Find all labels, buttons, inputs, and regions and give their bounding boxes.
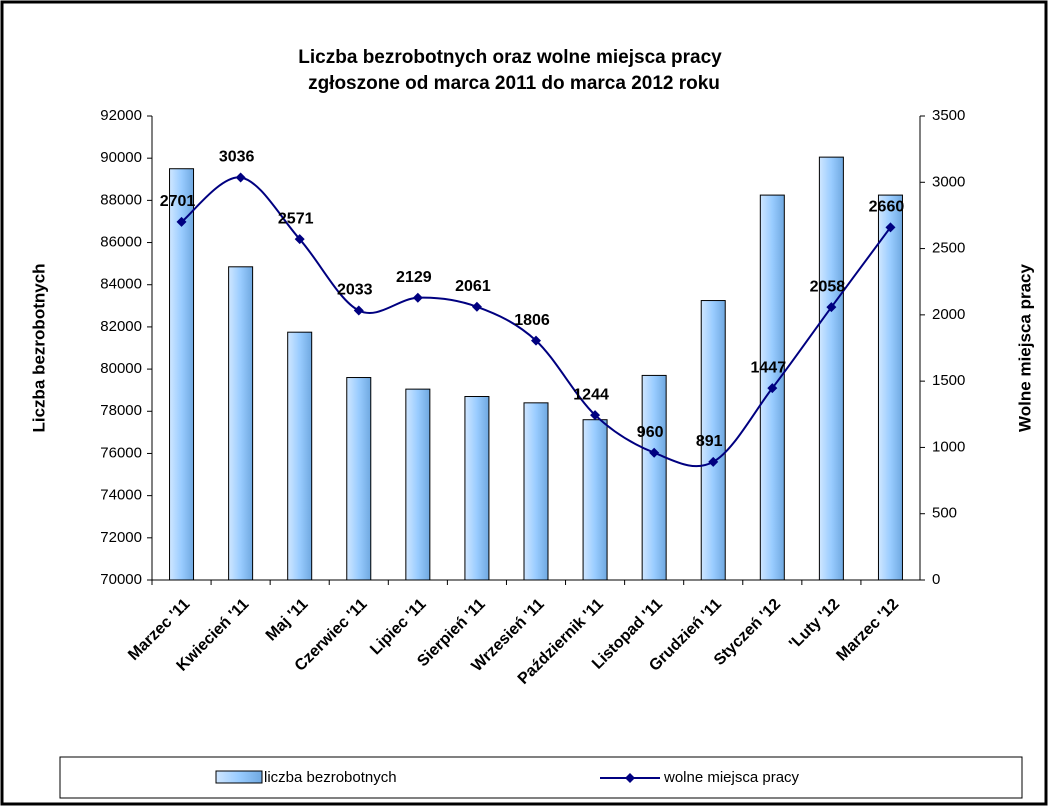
bar	[346, 377, 372, 581]
data-label: 1806	[514, 312, 550, 329]
chart-title: Liczba bezrobotnych oraz wolne miejsca p…	[298, 47, 722, 68]
y2-axis-label: Wolne miejsca pracy	[1015, 264, 1034, 432]
marker	[649, 447, 660, 458]
data-label: 2129	[396, 269, 432, 286]
y-tick-label: 70000	[100, 571, 142, 588]
data-label: 960	[637, 424, 664, 441]
data-label: 2058	[810, 278, 846, 295]
bar	[877, 194, 903, 581]
y2-tick-label: 2000	[932, 306, 965, 323]
y-tick-label: 86000	[100, 234, 142, 251]
bar	[405, 388, 431, 581]
legend	[59, 756, 1023, 799]
bar	[523, 402, 549, 581]
y-tick-label: 92000	[100, 107, 142, 124]
data-label: 2701	[160, 193, 196, 210]
legend-label: wolne miejsca pracy	[663, 769, 800, 786]
data-label: 2571	[278, 210, 314, 227]
y2-tick-label: 1000	[932, 438, 965, 455]
data-label: 2033	[337, 282, 373, 299]
y2-tick-label: 2500	[932, 240, 965, 257]
marker	[590, 410, 601, 421]
bar	[464, 396, 490, 581]
marker	[885, 222, 896, 233]
y-tick-label: 84000	[100, 276, 142, 293]
marker	[412, 292, 423, 303]
data-label: 2061	[455, 278, 491, 295]
marker	[708, 456, 719, 467]
legend-swatch	[625, 773, 635, 783]
marker	[767, 383, 778, 394]
marker	[176, 216, 187, 227]
bar	[818, 156, 844, 581]
y2-tick-label: 3500	[932, 107, 965, 124]
y-tick-label: 72000	[100, 529, 142, 546]
y2-tick-label: 500	[932, 505, 957, 522]
marker	[826, 302, 837, 313]
bar	[169, 168, 195, 581]
marker	[235, 172, 246, 183]
legend-label: liczba bezrobotnych	[264, 769, 397, 786]
y-tick-label: 76000	[100, 444, 142, 461]
marker	[531, 335, 541, 346]
legend-swatch	[215, 770, 263, 784]
y-tick-label: 80000	[100, 360, 142, 377]
bar	[228, 266, 254, 581]
data-label: 891	[696, 433, 723, 450]
chart-title: zgłoszone od marca 2011 do marca 2012 ro…	[308, 73, 720, 94]
bar	[287, 331, 313, 581]
marker	[294, 234, 305, 245]
y-tick-label: 88000	[100, 191, 142, 208]
data-label: 1447	[751, 359, 787, 376]
data-label: 1244	[573, 386, 609, 403]
y-tick-label: 78000	[100, 402, 142, 419]
data-label: 3036	[219, 149, 255, 166]
y-axis-label: Liczba bezrobotnych	[29, 263, 48, 432]
y-tick-label: 74000	[100, 487, 142, 504]
y2-tick-label: 0	[932, 571, 940, 588]
marker	[471, 301, 482, 312]
data-label: 2660	[869, 199, 905, 216]
y2-tick-label: 3000	[932, 173, 965, 190]
bar	[582, 419, 608, 581]
y-tick-label: 82000	[100, 318, 142, 335]
marker	[353, 305, 364, 316]
bar	[641, 374, 667, 581]
y2-tick-label: 1500	[932, 372, 965, 389]
y-tick-label: 90000	[100, 149, 142, 166]
bar	[700, 300, 726, 581]
